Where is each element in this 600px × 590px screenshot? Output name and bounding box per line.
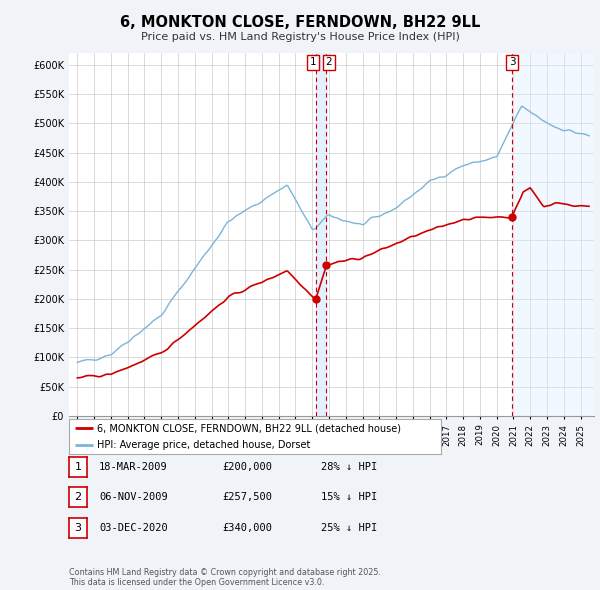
- Bar: [512, 53, 594, 416]
- Text: 1: 1: [74, 462, 82, 471]
- Text: 25% ↓ HPI: 25% ↓ HPI: [321, 523, 377, 533]
- Text: 03-DEC-2020: 03-DEC-2020: [99, 523, 168, 533]
- Text: 15% ↓ HPI: 15% ↓ HPI: [321, 493, 377, 502]
- Bar: [316, 53, 326, 416]
- Text: Contains HM Land Registry data © Crown copyright and database right 2025.
This d: Contains HM Land Registry data © Crown c…: [69, 568, 381, 587]
- Text: 06-NOV-2009: 06-NOV-2009: [99, 493, 168, 502]
- Text: 6, MONKTON CLOSE, FERNDOWN, BH22 9LL (detached house): 6, MONKTON CLOSE, FERNDOWN, BH22 9LL (de…: [97, 423, 401, 433]
- Text: £340,000: £340,000: [222, 523, 272, 533]
- Text: 6, MONKTON CLOSE, FERNDOWN, BH22 9LL: 6, MONKTON CLOSE, FERNDOWN, BH22 9LL: [120, 15, 480, 30]
- Text: HPI: Average price, detached house, Dorset: HPI: Average price, detached house, Dors…: [97, 440, 310, 450]
- Text: 28% ↓ HPI: 28% ↓ HPI: [321, 462, 377, 471]
- Text: 2: 2: [326, 57, 332, 67]
- Text: £257,500: £257,500: [222, 493, 272, 502]
- Text: Price paid vs. HM Land Registry's House Price Index (HPI): Price paid vs. HM Land Registry's House …: [140, 32, 460, 42]
- Text: 1: 1: [310, 57, 317, 67]
- Text: 3: 3: [509, 57, 515, 67]
- Text: 18-MAR-2009: 18-MAR-2009: [99, 462, 168, 471]
- Text: 2: 2: [74, 493, 82, 502]
- Text: 3: 3: [74, 523, 82, 533]
- Text: £200,000: £200,000: [222, 462, 272, 471]
